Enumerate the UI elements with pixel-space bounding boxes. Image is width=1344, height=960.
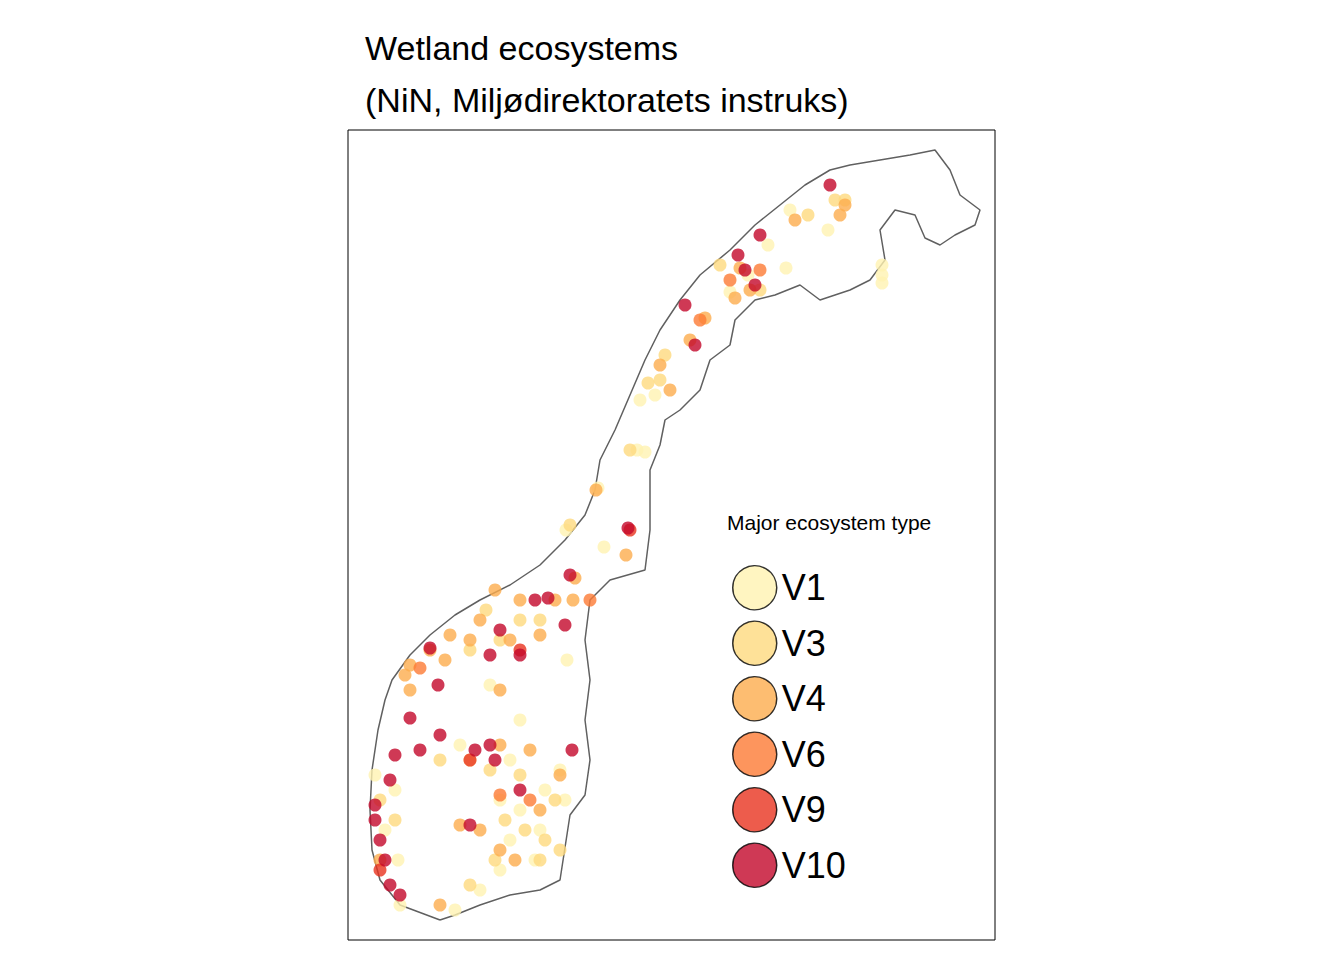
svg-text:V6: V6 [782, 734, 826, 775]
svg-text:V3: V3 [782, 623, 826, 664]
svg-text:Major ecosystem type: Major ecosystem type [727, 511, 931, 534]
svg-text:(NiN, Miljødirektoratets instr: (NiN, Miljødirektoratets instruks) [365, 81, 849, 119]
svg-text:Wetland ecosystems: Wetland ecosystems [365, 29, 678, 67]
svg-text:V4: V4 [782, 678, 826, 719]
svg-text:V9: V9 [782, 789, 826, 830]
svg-text:V10: V10 [782, 845, 846, 886]
svg-text:V1: V1 [782, 567, 826, 608]
